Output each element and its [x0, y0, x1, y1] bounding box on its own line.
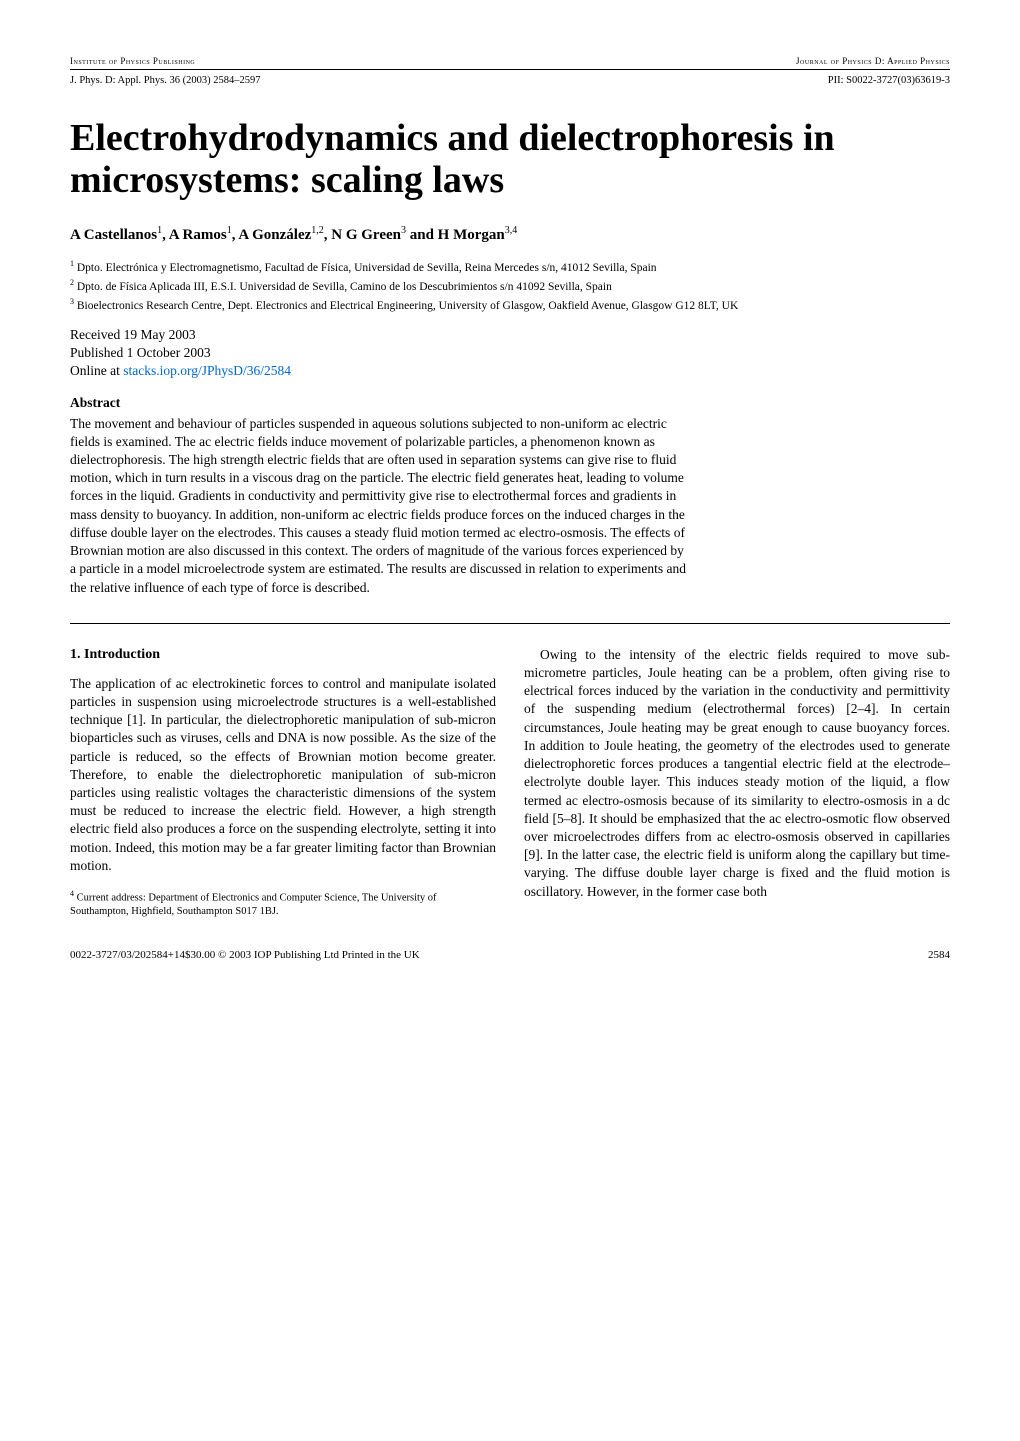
publisher-left: Institute of Physics Publishing [70, 55, 195, 67]
citation-left: J. Phys. D: Appl. Phys. 36 (2003) 2584–2… [70, 74, 260, 88]
journal-right: Journal of Physics D: Applied Physics [796, 55, 950, 67]
pii-right: PII: S0022-3727(03)63619-3 [828, 74, 950, 88]
received-block: Received 19 May 2003 Published 1 October… [70, 326, 950, 381]
section-1-heading: 1. Introduction [70, 646, 496, 665]
intro-paragraph-1: The application of ac electrokinetic for… [70, 675, 496, 875]
online-line: Online at stacks.iop.org/JPhysD/36/2584 [70, 362, 950, 380]
intro-paragraph-2: Owing to the intensity of the electric f… [524, 646, 950, 901]
online-link[interactable]: stacks.iop.org/JPhysD/36/2584 [123, 363, 291, 378]
affiliation-3: 3 Bioelectronics Research Centre, Dept. … [70, 297, 950, 314]
abstract-heading: Abstract [70, 394, 950, 412]
footer-left: 0022-3727/03/202584+14$30.00 © 2003 IOP … [70, 948, 420, 963]
two-column-body: 1. Introduction The application of ac el… [70, 646, 950, 918]
online-prefix: Online at [70, 363, 123, 378]
affiliation-2: 2 Dpto. de Física Aplicada III, E.S.I. U… [70, 278, 950, 295]
column-right: Owing to the intensity of the electric f… [524, 646, 950, 918]
abstract-body: The movement and behaviour of particles … [70, 415, 690, 597]
author-footnote: 4 Current address: Department of Electro… [70, 889, 496, 918]
footer-page-number: 2584 [928, 948, 950, 963]
section-divider [70, 623, 950, 624]
column-left: 1. Introduction The application of ac el… [70, 646, 496, 918]
published-date: Published 1 October 2003 [70, 344, 950, 362]
authors: A Castellanos1, A Ramos1, A González1,2,… [70, 224, 950, 246]
affiliation-1: 1 Dpto. Electrónica y Electromagnetismo,… [70, 259, 950, 276]
received-date: Received 19 May 2003 [70, 326, 950, 344]
paper-title: Electrohydrodynamics and dielectrophores… [70, 118, 950, 202]
affiliations-block: 1 Dpto. Electrónica y Electromagnetismo,… [70, 259, 950, 313]
